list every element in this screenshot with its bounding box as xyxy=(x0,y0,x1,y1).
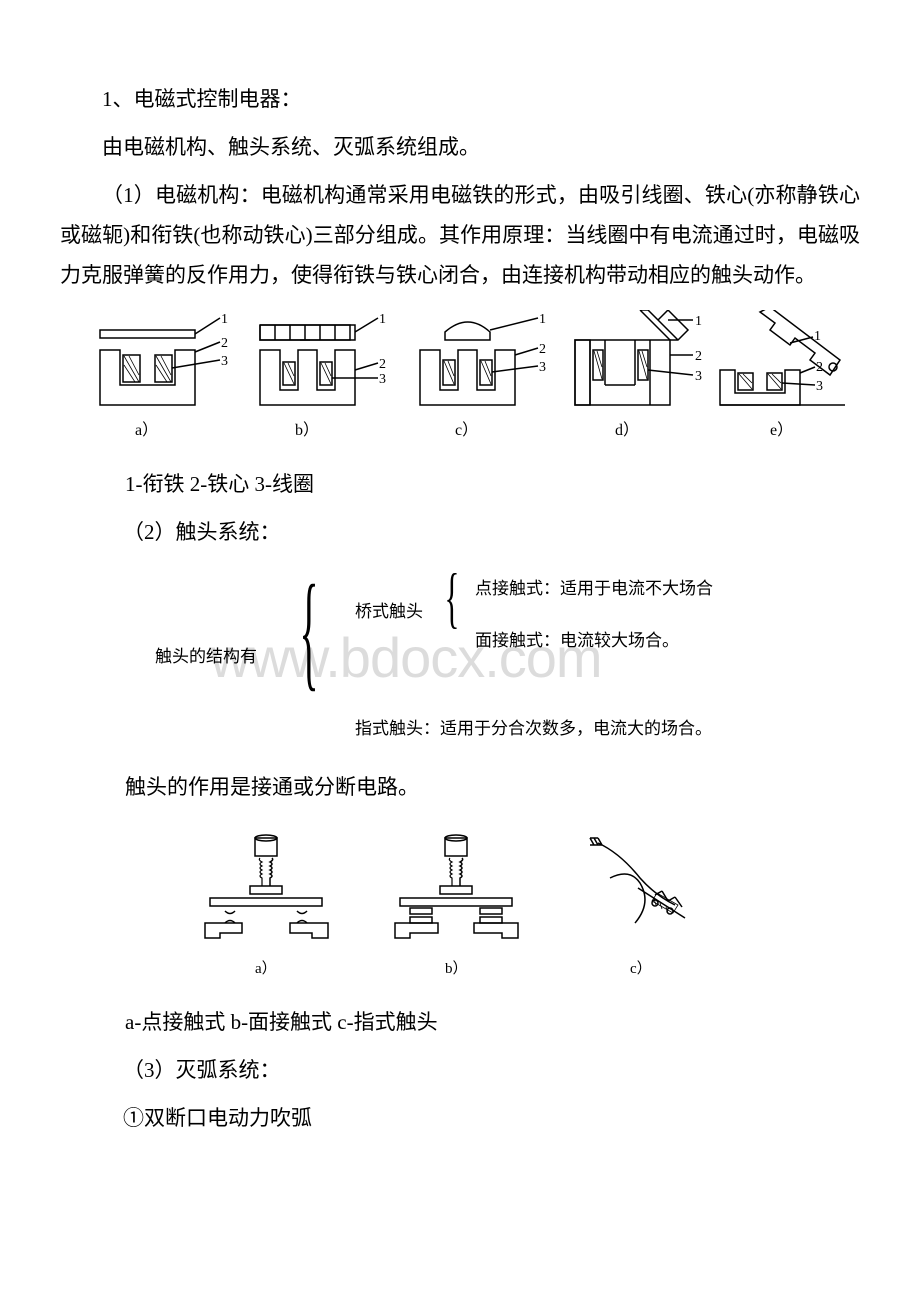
section1-para1: （1）电磁机构：电磁机构通常采用电磁铁的形式，由吸引线圈、铁心(亦称静铁心或磁轭… xyxy=(60,176,860,296)
svg-text:1: 1 xyxy=(695,314,702,329)
fig1-label-b: b） xyxy=(295,421,319,439)
section1-heading: 1、电磁式控制电器： xyxy=(60,80,860,120)
document-body: 1、电磁式控制电器： 由电磁机构、触头系统、灭弧系统组成。 （1）电磁机构：电磁… xyxy=(0,80,920,1139)
contact-structure-tree: 触头的结构有 { 桥式触头 { 点接触式：适用于电流不大场合 面接触式：电流较大… xyxy=(60,563,860,758)
figure1-caption: 1-衔铁 2-铁心 3-线圈 xyxy=(60,465,860,505)
fig1-label-d: d） xyxy=(615,421,639,439)
tree-finger-contact: 指式触头：适用于分合次数多，电流大的场合。 xyxy=(355,713,712,745)
fig2-label-b: b） xyxy=(445,960,468,977)
svg-text:2: 2 xyxy=(221,336,228,351)
figure1-electromagnetic-mechanisms: 1 2 3 1 xyxy=(60,310,860,450)
section3-item1: ①双断口电动力吹弧 xyxy=(60,1099,860,1139)
svg-text:1: 1 xyxy=(814,329,821,344)
svg-text:3: 3 xyxy=(695,369,702,384)
svg-text:1: 1 xyxy=(221,312,228,327)
svg-text:2: 2 xyxy=(695,349,702,364)
fig2-label-a: a） xyxy=(255,960,277,977)
svg-text:2: 2 xyxy=(539,342,546,357)
tree-bridge: 桥式触头 xyxy=(355,596,423,628)
svg-text:3: 3 xyxy=(816,379,823,394)
figure2-caption: a-点接触式 b-面接触式 c-指式触头 xyxy=(60,1003,860,1043)
section3-heading: （3）灭弧系统： xyxy=(60,1051,860,1091)
svg-text:3: 3 xyxy=(221,354,228,369)
tree-point-contact: 点接触式：适用于电流不大场合 xyxy=(475,573,713,605)
svg-text:2: 2 xyxy=(816,360,823,375)
svg-text:1: 1 xyxy=(379,312,386,327)
section1-line1: 由电磁机构、触头系统、灭弧系统组成。 xyxy=(60,128,860,168)
svg-text:3: 3 xyxy=(539,360,546,375)
section2-heading: （2）触头系统： xyxy=(60,513,860,553)
svg-text:3: 3 xyxy=(379,372,386,387)
fig1-label-a: a） xyxy=(135,421,158,439)
fig1-label-e: e） xyxy=(770,421,793,439)
tree-root: 触头的结构有 xyxy=(155,641,257,673)
tree-face-contact: 面接触式：电流较大场合。 xyxy=(475,625,679,657)
svg-text:2: 2 xyxy=(379,357,386,372)
fig1-label-c: c） xyxy=(455,421,478,439)
brace-icon: { xyxy=(444,564,459,632)
fig2-label-c: c） xyxy=(630,960,652,977)
svg-text:1: 1 xyxy=(539,312,546,327)
brace-icon: { xyxy=(299,566,318,696)
figure2-contact-types: a） b） c） xyxy=(60,828,860,988)
contact-purpose-line: 触头的作用是接通或分断电路。 xyxy=(60,768,860,808)
